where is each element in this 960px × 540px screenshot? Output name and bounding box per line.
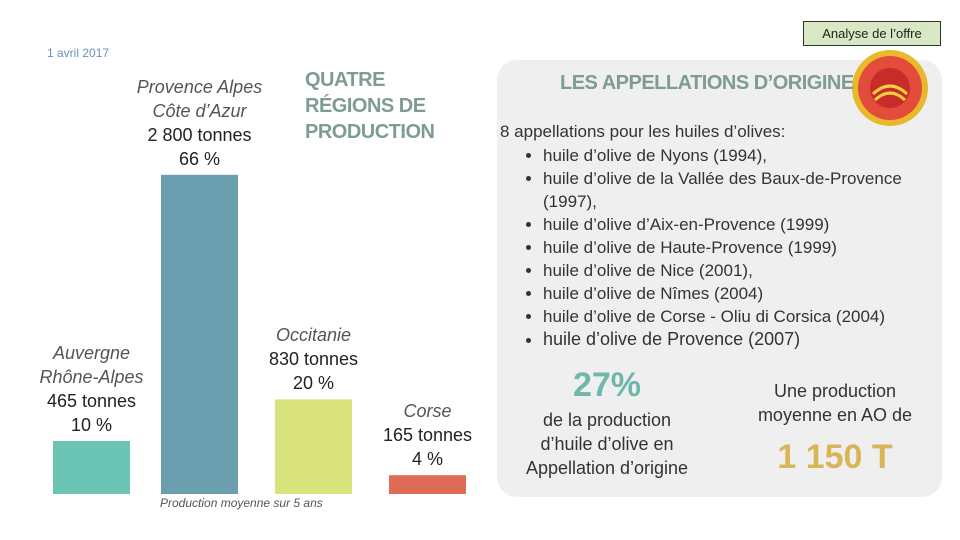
bar-label: Auvergne Rhône-Alpes 465 tonnes 10 %	[7, 341, 177, 437]
list-item: huile d’olive de la Vallée des Baux-de-P…	[543, 167, 953, 213]
list-item: huile d’olive de Provence (2007)	[543, 328, 953, 351]
bar	[161, 174, 238, 495]
percent-label: 4 %	[411, 449, 444, 470]
avg-value: 1 150 T	[777, 438, 893, 476]
list-item: huile d’olive de Haute-Provence (1999)	[543, 236, 953, 259]
panel	[497, 60, 942, 497]
chart-title: QUATRE RÉGIONS DE PRODUCTION	[305, 69, 435, 143]
appellation-list: huile d’olive de Nyons (1994),huile d’ol…	[525, 144, 953, 351]
list-item: huile d’olive d’Aix-en-Provence (1999)	[543, 213, 953, 236]
category-label: Occitanie	[275, 325, 352, 346]
percent-label: 20 %	[292, 373, 335, 394]
list-item: huile d’olive de Nice (2001),	[543, 259, 953, 282]
bar	[389, 475, 466, 494]
list-item: huile d’olive de Corse - Oliu di Corsica…	[543, 305, 953, 328]
value-label: 465 tonnes	[46, 391, 137, 411]
bar-label: Occitanie 830 tonnes 20 %	[229, 323, 399, 395]
bar	[275, 399, 352, 494]
category-label: Auvergne Rhône-Alpes	[39, 343, 144, 387]
stat-text: de la production d’huile d’olive en Appe…	[525, 410, 689, 478]
bar-label: Provence Alpes Côte d’Azur 2 800 tonnes 66…	[115, 75, 285, 171]
value-label: 165 tonnes	[382, 425, 473, 446]
panel-title: LES APPELLATIONS D’ORIGINE	[560, 72, 854, 94]
header-button[interactable]: Analyse de l’offre	[803, 21, 941, 46]
list-item: huile d’olive de Nyons (1994),	[543, 144, 953, 167]
list-item: huile d’olive de Nîmes (2004)	[543, 282, 953, 305]
category-label: Provence Alpes Côte d’Azur	[136, 76, 263, 121]
percent-label: 10 %	[70, 415, 113, 435]
value-label: 830 tonnes	[268, 349, 359, 370]
percent-label: 66 %	[178, 148, 221, 169]
chart-note: Production moyenne sur 5 ans	[160, 496, 323, 510]
bar	[53, 440, 130, 494]
seal	[852, 50, 928, 126]
stat-value: 27%	[572, 366, 642, 404]
avg-text: Une production moyenne en AO de	[757, 381, 913, 425]
date: 1 avril 2017	[47, 46, 110, 60]
value-label: 2 800 tonnes	[147, 124, 252, 145]
panel-intro: 8 appellations pour les huiles d’olives:	[500, 122, 786, 141]
bar-label: Corse 165 tonnes 4 %	[343, 399, 513, 471]
category-label: Corse	[403, 401, 452, 422]
